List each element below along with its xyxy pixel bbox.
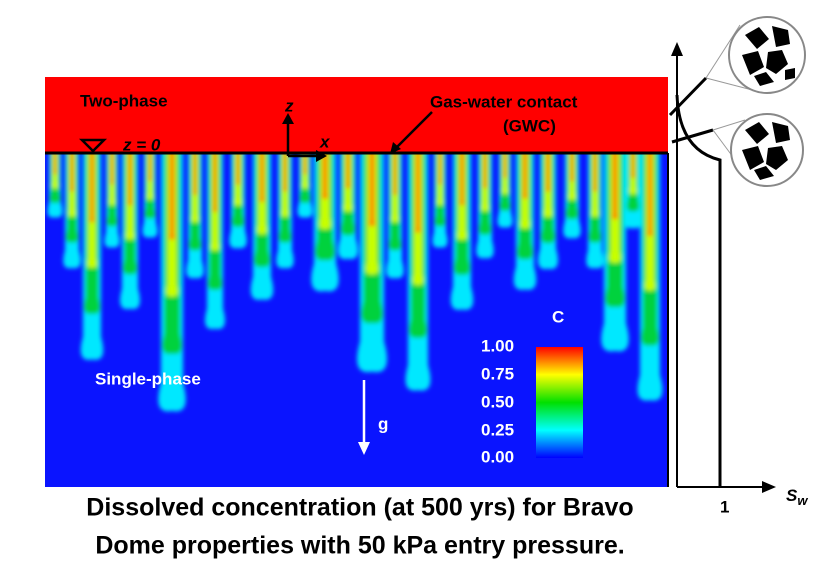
plume (213, 153, 217, 213)
sw-letter: S (786, 486, 798, 505)
plume (110, 153, 114, 185)
two-phase-region (45, 77, 668, 153)
gwc-pointer-head (390, 142, 401, 154)
gwc-label: Gas-water contact (430, 92, 578, 111)
caption-line: Dome properties with 50 kPa entry pressu… (95, 532, 624, 560)
x-arrowhead (316, 150, 327, 162)
gravity-label: g (378, 414, 388, 433)
fingers (47, 153, 663, 412)
sw-one: 1 (720, 497, 729, 516)
plume (259, 153, 265, 202)
plume (415, 153, 421, 233)
plume (546, 153, 550, 192)
colorbar (536, 347, 583, 458)
colorbar-tick: 1.00 (481, 336, 514, 355)
plume (593, 153, 597, 192)
colorbar-tick: 0.75 (481, 364, 514, 383)
plume (369, 153, 375, 227)
colorbar-tick: 0.25 (481, 420, 514, 439)
saturation-curve (675, 94, 722, 487)
water-table-symbol (78, 138, 108, 153)
plume (393, 153, 397, 195)
two-phase-label: Two-phase (80, 91, 168, 110)
colorbar-tick: 0.50 (481, 392, 514, 411)
plume (128, 153, 132, 206)
z0-label: z = 0 (122, 135, 161, 154)
plume (89, 153, 95, 223)
gravity-arrowhead (358, 442, 370, 455)
plume (483, 153, 487, 189)
z-arrowhead (282, 113, 294, 124)
gwc-pointer (393, 111, 433, 151)
pore-pointer (671, 128, 714, 144)
plume (346, 153, 350, 189)
gwc-abbr: (GWC) (503, 116, 556, 135)
pore-pointer (668, 76, 708, 117)
plume (522, 153, 528, 199)
single-phase-label: Single-phase (95, 369, 201, 388)
plume (612, 153, 618, 220)
pore-zoom-wet (730, 113, 804, 187)
sw-label: Sw (786, 486, 808, 508)
z-label: z (284, 96, 294, 115)
plume (570, 153, 574, 182)
plume (322, 153, 328, 199)
axis-arrowhead (762, 481, 776, 493)
plume (503, 153, 507, 178)
plume (631, 153, 635, 178)
colorbar-tick: 0.00 (481, 447, 514, 466)
axis-arrowhead (671, 42, 683, 56)
plume (193, 153, 197, 195)
zoom-line (712, 119, 746, 131)
plume (283, 153, 287, 192)
plume (303, 153, 307, 175)
plume (438, 153, 442, 185)
plume (459, 153, 465, 206)
colorbar-title: C (552, 307, 564, 326)
pore-zoom-dry (728, 16, 806, 94)
sw-subscript: w (797, 493, 808, 508)
caption-line: Dissolved concentration (at 500 yrs) for… (86, 494, 633, 522)
x-label: x (319, 132, 331, 151)
plume (70, 153, 74, 192)
plume (647, 153, 653, 237)
plume (169, 153, 175, 240)
plume (236, 153, 240, 185)
plume (148, 153, 152, 182)
plume (53, 153, 57, 175)
